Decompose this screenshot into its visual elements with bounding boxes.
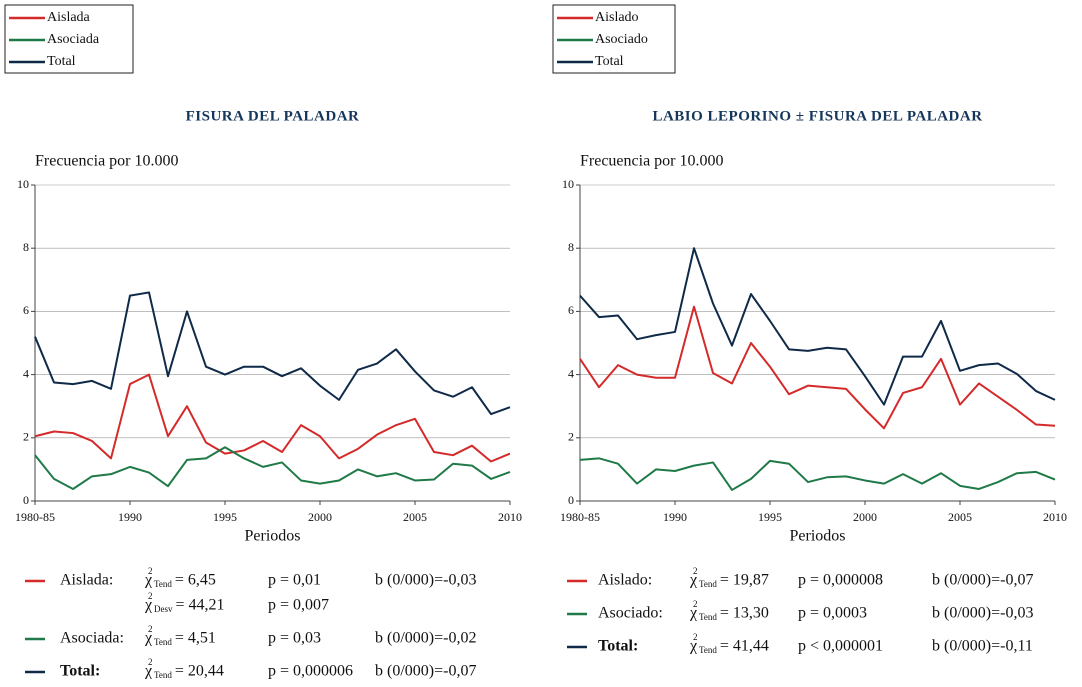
stat-value: = 41,44 [720,638,769,655]
stat-label: Asociado: [598,605,663,622]
chi-symbol: χ [144,663,153,680]
stat-value: = 4,51 [175,630,216,647]
stat-value: = 44,21 [176,597,225,614]
y-tick-label: 4 [23,366,29,380]
chi-symbol: χ [689,572,698,589]
x-tick-label: 2010 [1043,510,1067,524]
chi-sub: Desv [154,604,173,614]
stat-label: Total: [598,638,638,655]
stat-label: Total: [60,663,100,680]
chi-sup: 2 [148,624,153,634]
chi-sub: Tend [154,637,172,647]
legend-label: Total [595,54,624,69]
y-axis-label: Frecuencia por 10.000 [580,153,724,170]
legend-label: Asociada [47,32,100,47]
chi-sub: Tend [154,670,172,680]
series-line [579,247,1056,406]
series-line [579,457,1056,491]
x-tick-label: 1980-85 [15,510,55,524]
stat-p: p = 0,007 [268,597,329,614]
chi-symbol: χ [144,630,153,647]
series-line [34,291,511,416]
chi-sub: Tend [154,579,172,589]
stat-p: p < 0,000001 [798,638,883,655]
chart-title: LABIO LEPORINO ± FISURA DEL PALADAR [652,108,982,124]
x-tick-label: 2010 [498,510,522,524]
stat-p: p = 0,01 [268,572,321,589]
stat-value: = 6,45 [175,572,216,589]
stat-label: Aislada: [60,572,113,589]
chi-symbol: χ [144,597,153,614]
legend-label: Asociado [595,32,648,47]
chi-sup: 2 [693,566,698,576]
stat-b: b (0/000)=-0,11 [932,638,1033,655]
y-tick-label: 8 [568,240,574,254]
chi-symbol: χ [689,605,698,622]
stat-b: b (0/000)=-0,03 [932,605,1033,622]
stat-p: p = 0,000008 [798,572,883,589]
stat-b: b (0/000)=-0,07 [932,572,1033,589]
stat-value: = 20,44 [175,663,224,680]
legend-label: Total [47,54,76,69]
y-axis-label: Frecuencia por 10.000 [35,153,179,170]
stat-label: Asociada: [60,630,124,647]
stat-b: b (0/000)=-0,07 [375,663,476,680]
x-tick-label: 1980-85 [560,510,600,524]
stat-b: b (0/000)=-0,02 [375,630,476,647]
chi-symbol: χ [144,572,153,589]
series-line [34,373,511,463]
chi-sup: 2 [148,591,153,601]
x-axis-label: Periodos [790,528,846,545]
y-tick-label: 6 [568,303,574,317]
legend-label: Aislada [47,10,91,25]
x-tick-label: 2005 [948,510,972,524]
chi-sub: Tend [699,612,717,622]
y-tick-label: 2 [23,430,29,444]
y-tick-label: 10 [17,177,29,191]
legend-label: Aislado [595,10,639,25]
x-tick-label: 1990 [118,510,142,524]
chi-sup: 2 [693,632,698,642]
chi-sup: 2 [148,657,153,667]
x-tick-label: 2005 [403,510,427,524]
y-tick-label: 8 [23,240,29,254]
chart-title: FISURA DEL PALADAR [186,108,360,124]
stat-p: p = 0,0003 [798,605,867,622]
x-tick-label: 2000 [853,510,877,524]
x-tick-label: 1995 [213,510,237,524]
chi-symbol: χ [689,638,698,655]
y-tick-label: 0 [568,493,574,507]
series-line [34,446,511,490]
y-tick-label: 6 [23,303,29,317]
x-tick-label: 1990 [663,510,687,524]
y-tick-label: 4 [568,366,574,380]
stat-value: = 13,30 [720,605,769,622]
stat-b: b (0/000)=-0,03 [375,572,476,589]
x-axis-label: Periodos [245,528,301,545]
y-tick-label: 0 [23,493,29,507]
stat-value: = 19,87 [720,572,769,589]
stat-label: Aislado: [598,572,652,589]
y-tick-label: 10 [562,177,574,191]
x-tick-label: 2000 [308,510,332,524]
stat-p: p = 0,000006 [268,663,353,680]
x-tick-label: 1995 [758,510,782,524]
y-tick-label: 2 [568,430,574,444]
chi-sup: 2 [693,599,698,609]
series-line [579,305,1056,430]
stat-p: p = 0,03 [268,630,321,647]
chi-sub: Tend [699,645,717,655]
chi-sub: Tend [699,579,717,589]
chi-sup: 2 [148,566,153,576]
